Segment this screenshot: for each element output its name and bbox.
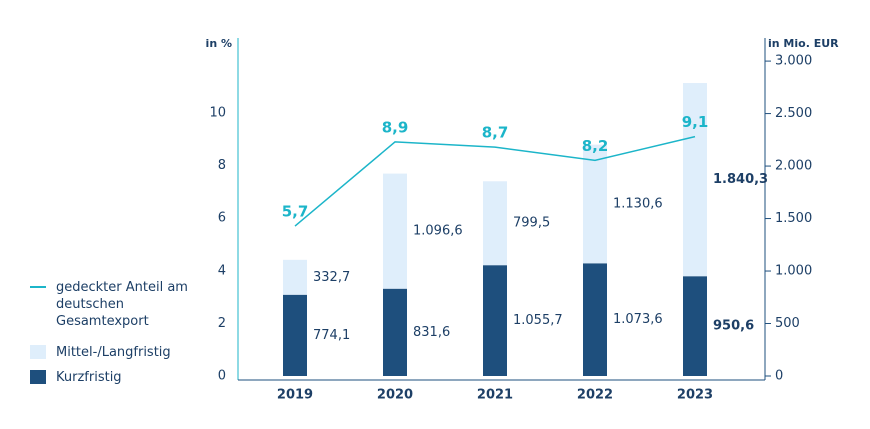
legend-item: Mittel-/Langfristig — [30, 345, 171, 360]
bar-value-label: 799,5 — [513, 216, 550, 231]
y-tick-label: 0 — [218, 369, 226, 384]
y2-tick-label: 3.000 — [775, 54, 812, 69]
bar — [683, 276, 707, 376]
bar-value-label: 332,7 — [313, 270, 350, 285]
legend-item: Kurzfristig — [30, 370, 122, 385]
line-value-label: 8,9 — [382, 118, 409, 136]
bar — [683, 83, 707, 277]
legend-swatch — [30, 370, 46, 384]
bar — [583, 144, 607, 264]
y2-tick-label: 500 — [775, 316, 800, 331]
legend-label: gedeckter Anteil am deutschen Gesamtexpo… — [56, 280, 188, 329]
x-tick-label: 2021 — [477, 388, 513, 403]
legend-label: Mittel-/Langfristig — [56, 345, 171, 360]
legend-swatch — [30, 345, 46, 359]
line-value-label: 8,2 — [582, 137, 609, 155]
y-tick-label: 8 — [218, 158, 226, 173]
x-tick-label: 2023 — [677, 388, 713, 403]
y2-tick-label: 2.500 — [775, 106, 812, 121]
bar — [383, 173, 407, 289]
legend-swatch — [30, 286, 46, 288]
bar-value-label: 1.130,6 — [613, 196, 663, 211]
y2-tick-label: 2.000 — [775, 159, 812, 174]
bar-value-label: 774,1 — [313, 328, 350, 343]
y-axis-title: in % — [206, 37, 232, 50]
bar-value-label: 1.840,3 — [713, 172, 768, 187]
bar — [583, 263, 607, 376]
x-tick-label: 2020 — [377, 388, 413, 403]
bar — [383, 288, 407, 376]
bar-value-label: 1.073,6 — [613, 312, 663, 327]
line-value-label: 9,1 — [682, 113, 709, 131]
bar-value-label: 831,6 — [413, 325, 450, 340]
bar — [283, 294, 307, 376]
line-value-label: 8,7 — [482, 124, 509, 142]
y-tick-label: 2 — [218, 316, 226, 331]
legend-label: Kurzfristig — [56, 370, 122, 385]
bar — [483, 181, 507, 266]
line-value-label: 5,7 — [282, 203, 309, 221]
y2-tick-label: 1.000 — [775, 264, 812, 279]
y-tick-label: 4 — [218, 263, 226, 278]
x-tick-label: 2022 — [577, 388, 613, 403]
bar — [483, 265, 507, 376]
y2-tick-label: 0 — [775, 369, 783, 384]
bar-value-label: 1.096,6 — [413, 224, 463, 239]
y-tick-label: 10 — [209, 105, 226, 120]
y2-tick-label: 1.500 — [775, 211, 812, 226]
x-tick-label: 2019 — [277, 388, 313, 403]
y-tick-label: 6 — [218, 211, 226, 226]
bar-value-label: 1.055,7 — [513, 313, 563, 328]
y2-axis-title: in Mio. EUR — [768, 37, 839, 50]
bar-value-label: 950,6 — [713, 319, 754, 334]
line — [294, 135, 696, 227]
bar — [283, 259, 307, 295]
legend-item: gedeckter Anteil am deutschen Gesamtexpo… — [30, 279, 196, 330]
